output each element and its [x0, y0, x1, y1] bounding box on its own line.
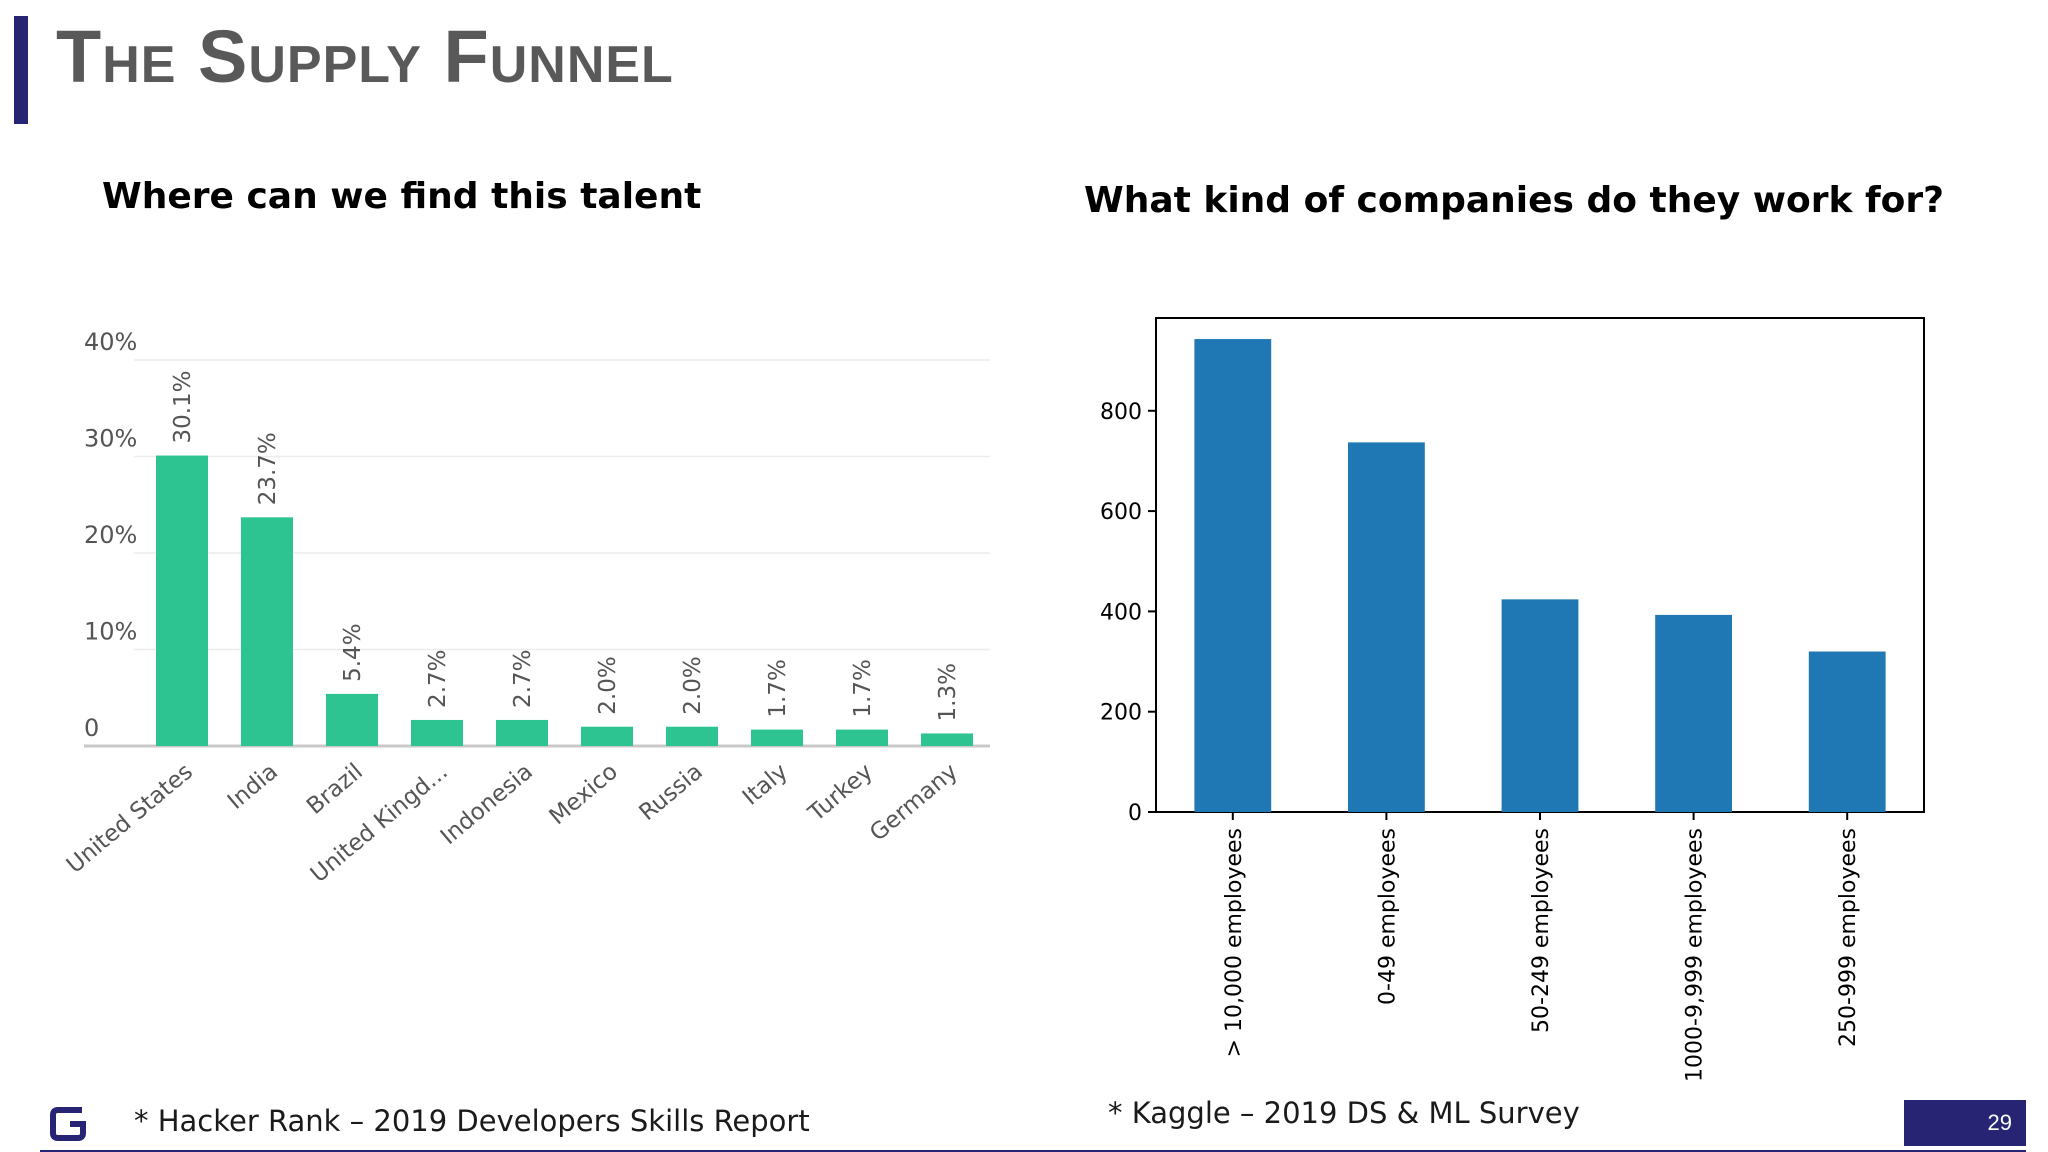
- x-tick-label: 250-999 employees: [1836, 828, 1861, 1047]
- x-tick-label: > 10,000 employees: [1222, 828, 1247, 1057]
- x-tick-label: Indonesia: [436, 759, 538, 850]
- x-tick-label: Mexico: [545, 759, 623, 831]
- y-tick-label: 0: [84, 714, 99, 742]
- bar-0: [1194, 339, 1272, 812]
- bar-8: [836, 729, 888, 746]
- data-label: 1.7%: [765, 659, 791, 717]
- y-tick-label: 600: [1100, 500, 1142, 525]
- bar-2: [1501, 599, 1579, 812]
- bar-3: [1655, 614, 1732, 812]
- y-tick-label: 400: [1100, 600, 1142, 625]
- slide-title: The Supply Funnel: [56, 15, 674, 98]
- data-label: 2.7%: [510, 650, 536, 708]
- data-label: 5.4%: [340, 623, 366, 681]
- y-tick-label: 0: [1128, 801, 1142, 826]
- footer-rule: [40, 1150, 2026, 1152]
- bar-4: [1808, 651, 1886, 812]
- y-tick-label: 20%: [84, 521, 137, 549]
- title-accent-bar: [14, 16, 28, 124]
- x-tick-label: 0-49 employees: [1375, 828, 1400, 1005]
- y-tick-label: 30%: [84, 425, 137, 453]
- y-tick-label: 40%: [84, 328, 137, 356]
- data-label: 2.0%: [680, 656, 706, 714]
- bar-1: [1348, 442, 1425, 812]
- left-chart-title: Where can we find this talent: [102, 176, 702, 217]
- talent-by-country-chart: 0 10% 20% 30% 40% 30.1% United States 23.7% Indi…: [62, 328, 990, 888]
- page-number-badge: 29: [1904, 1100, 2026, 1146]
- x-tick-label: Italy: [738, 759, 793, 811]
- data-label: 2.0%: [595, 656, 621, 714]
- x-tick-label: 50-249 employees: [1529, 828, 1554, 1033]
- bar-3: [411, 719, 463, 746]
- g-logo-icon: [50, 1107, 86, 1141]
- bar-9: [921, 733, 973, 746]
- right-source-note: * Kaggle – 2019 DS & ML Survey: [1108, 1096, 1580, 1130]
- bar-7: [751, 729, 803, 746]
- x-tick-label: Russia: [634, 759, 707, 826]
- data-label: 2.7%: [425, 650, 451, 708]
- x-tick-label: Germany: [865, 759, 963, 847]
- bar-1: [241, 517, 293, 746]
- x-tick-label: 1000-9,999 employees: [1683, 828, 1708, 1082]
- data-label: 30.1%: [170, 370, 196, 443]
- x-tick-label: Turkey: [803, 759, 878, 828]
- right-chart-title: What kind of companies do they work for?: [1084, 180, 1945, 221]
- bar-0: [156, 455, 208, 746]
- data-label: 23.7%: [255, 432, 281, 505]
- y-tick-label: 200: [1100, 701, 1142, 726]
- x-tick-label: United States: [62, 759, 198, 879]
- company-size-chart: 0 200 400 600 800 > 10,000 employees 0-49 empl…: [1100, 317, 1925, 1082]
- bar-2: [326, 693, 378, 746]
- y-tick-label: 800: [1100, 400, 1142, 425]
- bar-5: [581, 726, 633, 746]
- x-tick-label: India: [223, 759, 283, 815]
- data-label: 1.7%: [850, 659, 876, 717]
- x-tick-label: Brazil: [302, 759, 368, 820]
- left-source-note: * Hacker Rank – 2019 Developers Skills R…: [134, 1104, 810, 1138]
- data-label: 1.3%: [935, 663, 961, 721]
- bar-6: [666, 726, 718, 746]
- y-tick-label: 10%: [84, 618, 137, 646]
- page-number: 29: [1987, 1110, 2012, 1135]
- bar-4: [496, 719, 548, 746]
